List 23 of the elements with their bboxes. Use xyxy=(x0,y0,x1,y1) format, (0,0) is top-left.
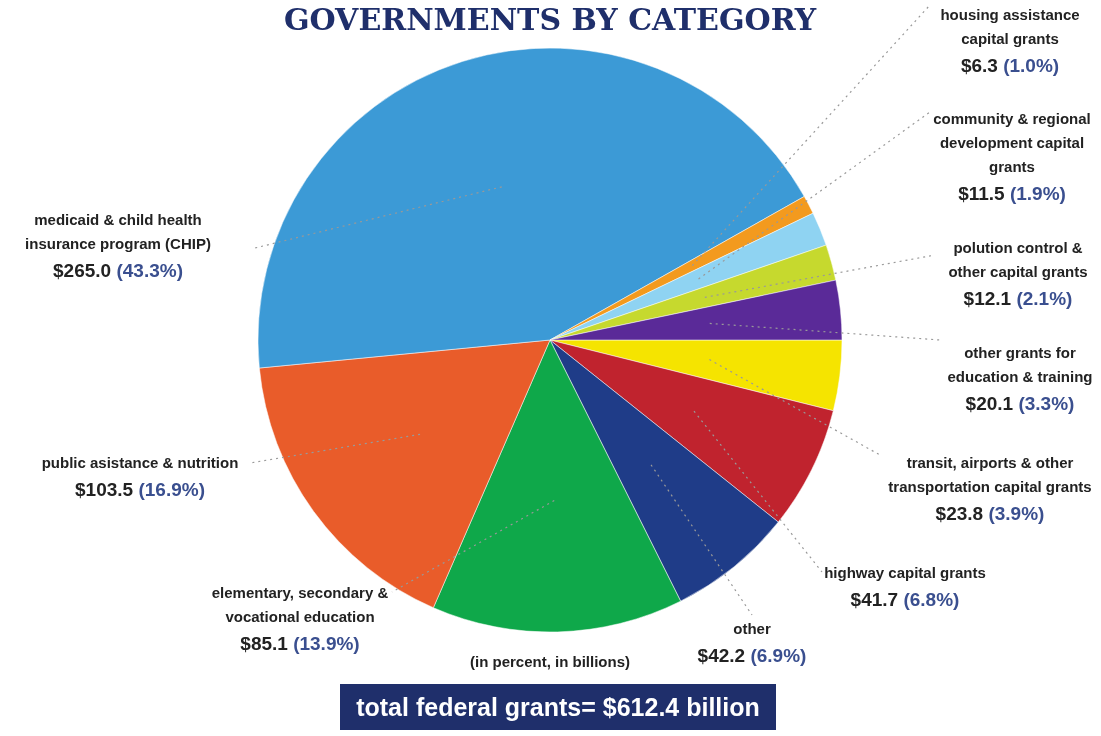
slice-label: transit, airports & other transportation capital grants xyxy=(888,454,1092,495)
slice-label: medicaid & child health insurance program (CHIP) xyxy=(25,211,211,252)
slice-label: polution control & other capital grants xyxy=(948,239,1088,280)
slice-label: public asistance & nutrition xyxy=(41,454,239,471)
data-label: $12.1 (2.1%) xyxy=(963,288,1073,309)
data-label: $6.3 (1.0%) xyxy=(960,55,1060,76)
slice-label: elementary, secondary & vocational education xyxy=(211,584,389,625)
slice-label: highway capital grants xyxy=(824,564,986,581)
slice-label: community & regional development capital grants xyxy=(933,110,1091,175)
slice-label: other grants for education & training xyxy=(947,344,1093,385)
data-label: $23.8 (3.9%) xyxy=(935,503,1045,524)
slice-label: other xyxy=(733,620,771,637)
slice-label: housing assistance capital grants xyxy=(940,6,1080,47)
data-label: $103.5 (16.9%) xyxy=(75,479,205,500)
text: (in percent, in billions) xyxy=(469,653,631,670)
data-label: $42.2 (6.9%) xyxy=(697,645,807,666)
data-label: $265.0 (43.3%) xyxy=(53,260,183,281)
data-label: $41.7 (6.8%) xyxy=(850,589,960,610)
chart-title: GOVERNMENTS BY CATEGORY xyxy=(283,2,817,37)
data-label: $85.1 (13.9%) xyxy=(240,633,360,654)
data-label: $20.1 (3.3%) xyxy=(965,393,1075,414)
total-banner: total federal grants= $612.4 billion xyxy=(340,684,776,730)
data-label: $11.5 (1.9%) xyxy=(958,183,1066,204)
